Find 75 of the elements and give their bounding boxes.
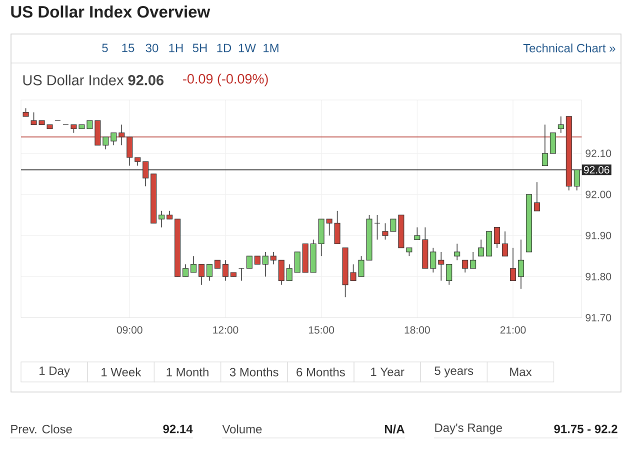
candlestick: [374, 214, 380, 240]
candlestick: [334, 210, 340, 244]
text: Max: [510, 368, 532, 376]
candlestick: [518, 239, 524, 290]
candlestick: [238, 268, 244, 282]
text: 91.75 - 92.2: [554, 424, 618, 434]
candlestick: [326, 218, 332, 236]
x-tick-label: 21:00: [500, 326, 526, 334]
candlestick: [198, 264, 205, 286]
text: 6 Months: [296, 368, 345, 376]
candlestick: [510, 247, 516, 282]
candlestick: [142, 161, 149, 187]
candlestick: [574, 169, 580, 191]
candlestick: [222, 260, 228, 282]
candlestick: [278, 260, 284, 286]
candlestick: [430, 247, 436, 273]
y-tick-label: 91.90: [586, 232, 612, 240]
text: 5H: [192, 44, 207, 52]
candlestick: [102, 136, 109, 150]
text: 5: [102, 44, 108, 52]
text: 1 Year: [371, 368, 404, 376]
candlestick: [414, 226, 420, 240]
candlestick: [454, 243, 460, 261]
text: 30: [146, 44, 158, 52]
x-tick-label: 15:00: [308, 326, 334, 334]
candlestick: [246, 256, 252, 269]
text: -0.09 (-0.09%): [183, 74, 268, 86]
candlestick: [494, 226, 500, 248]
candlestick: [534, 182, 540, 212]
candlestick: [182, 264, 189, 278]
text: 15: [122, 44, 134, 52]
candlestick: [470, 252, 476, 269]
text: 1 Month: [166, 368, 208, 376]
candlestick: [118, 124, 125, 146]
candlestick: [158, 210, 165, 228]
text: 1M: [264, 44, 278, 52]
text: Technical Chart »: [523, 44, 616, 52]
candlestick: [446, 264, 452, 286]
text: Day's Range: [435, 424, 502, 434]
candlestick: [206, 264, 213, 282]
x-tick-label: 09:00: [116, 326, 142, 334]
text: 1 Week: [102, 368, 142, 376]
candlestick: [502, 231, 508, 256]
candlestick: [438, 252, 444, 282]
text: 1H: [169, 44, 183, 52]
text: 3 Months: [230, 368, 278, 376]
y-tick-label: 92.00: [586, 190, 612, 198]
candlestick: [286, 264, 292, 282]
x-tick-label: 18:00: [404, 326, 430, 334]
candlestick: [294, 252, 300, 273]
candlestick: [542, 124, 548, 166]
candlestick: [478, 239, 484, 256]
chart-title: US Dollar Index Overview: [11, 6, 210, 18]
candlestick: [558, 116, 564, 134]
y-tick-label: 91.80: [586, 272, 612, 280]
text: 5 years: [434, 366, 474, 378]
text: 1 Day: [40, 366, 70, 378]
text: Volume: [222, 424, 262, 434]
text: 1D: [217, 44, 232, 52]
candlestick: [550, 132, 556, 154]
text: N/A: [384, 424, 404, 434]
text: 1W: [238, 44, 256, 52]
chart-subtitle: US Dollar Index 92.06: [23, 74, 164, 86]
candlestick: [462, 260, 468, 273]
x-tick-label: 12:00: [213, 326, 238, 334]
candlestick: [126, 136, 133, 166]
text: Prev. Close: [11, 424, 72, 434]
candlestick: [110, 132, 117, 146]
text: 92.14: [163, 424, 193, 434]
candlestick: [190, 256, 197, 273]
y-tick-label: 92.10: [586, 150, 612, 158]
y-tick-label: 91.70: [586, 314, 612, 322]
candlestick: [270, 252, 276, 265]
candlestick: [262, 252, 268, 278]
ref-line-label: 92.06: [584, 166, 610, 174]
